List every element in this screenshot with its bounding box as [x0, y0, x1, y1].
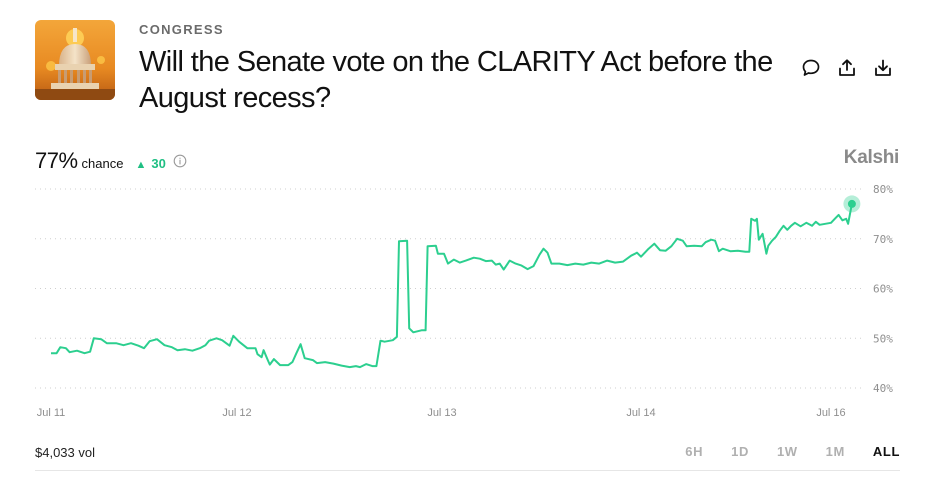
x-tick-label: Jul 12: [222, 407, 251, 419]
market-actions: [800, 57, 894, 79]
x-tick-label: Jul 16: [816, 407, 845, 419]
market-category: CONGRESS: [139, 22, 224, 37]
info-icon[interactable]: [173, 154, 187, 168]
price-chart: 80% 70% 60% 50% 40% Jul 11 Jul 12 Jul 13 Jul 14 J…: [35, 183, 893, 419]
market-thumbnail: [35, 20, 115, 100]
market-title: Will the Senate vote on the CLARITY Act …: [139, 46, 773, 114]
y-tick-label: 70%: [873, 233, 893, 246]
range-1d-button[interactable]: 1D: [731, 444, 749, 459]
x-tick-label: Jul 11: [37, 407, 66, 419]
chance-label: chance: [81, 156, 124, 171]
up-arrow-icon: ▲: [135, 159, 147, 171]
y-tick-label: 80%: [873, 183, 893, 196]
last-point-marker: [847, 199, 856, 208]
y-tick-label: 60%: [873, 283, 893, 296]
chance-delta-value: 30: [151, 156, 166, 171]
range-1m-button[interactable]: 1M: [825, 444, 845, 459]
capitol-dome-icon: [35, 20, 115, 100]
download-icon[interactable]: [872, 57, 894, 79]
range-6h-button[interactable]: 6H: [685, 444, 704, 459]
chance-summary: 77% chance ▲ 30: [35, 148, 187, 174]
x-tick-label: Jul 14: [626, 407, 655, 419]
x-tick-label: Jul 13: [427, 407, 456, 419]
share-icon[interactable]: [836, 57, 858, 79]
time-range-selector: 6H 1D 1W 1M ALL: [657, 444, 900, 459]
y-tick-label: 50%: [873, 332, 893, 345]
brand-logo: Kalshi: [843, 147, 900, 168]
y-tick-label: 40%: [873, 382, 893, 395]
volume-label: $4,033 vol: [35, 445, 95, 460]
range-all-button[interactable]: ALL: [872, 444, 900, 459]
comment-icon[interactable]: [800, 57, 822, 79]
series-line: [51, 203, 853, 369]
range-1w-button[interactable]: 1W: [776, 444, 798, 459]
footer-divider: [35, 470, 900, 471]
chance-percentage: 77%: [35, 148, 78, 173]
chance-delta: ▲ 30: [135, 156, 165, 171]
